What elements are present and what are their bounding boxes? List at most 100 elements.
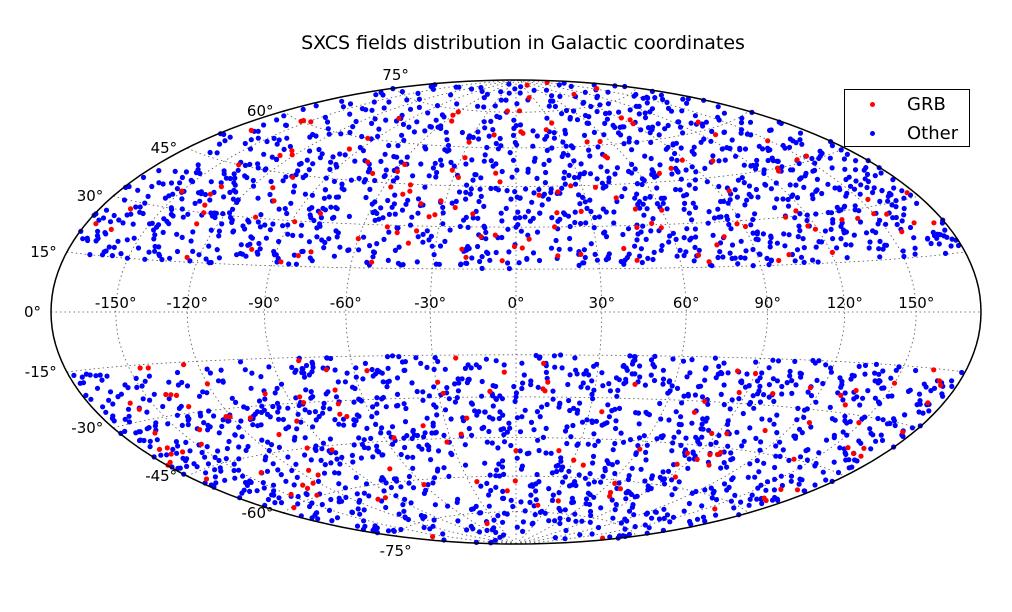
scatter-point-other	[248, 385, 254, 391]
scatter-point-other	[236, 467, 242, 473]
scatter-point-other	[772, 464, 778, 471]
scatter-point-other	[813, 399, 819, 405]
scatter-point-other	[838, 147, 844, 153]
scatter-point-grb	[365, 135, 371, 141]
scatter-point-other	[599, 370, 605, 376]
scatter-point-other	[571, 405, 577, 411]
scatter-point-other	[728, 226, 734, 232]
scatter-point-other	[742, 255, 748, 261]
scatter-point-other	[795, 405, 801, 411]
scatter-point-other	[752, 474, 758, 480]
scatter-point-other	[265, 439, 271, 445]
scatter-point-other	[462, 365, 468, 371]
scatter-point-other	[368, 435, 374, 441]
scatter-point-other	[374, 401, 380, 407]
scatter-point-grb	[568, 183, 574, 189]
scatter-point-other	[563, 143, 569, 149]
scatter-point-other	[580, 100, 586, 106]
scatter-point-other	[443, 129, 449, 135]
scatter-point-other	[470, 177, 476, 183]
scatter-point-other	[518, 84, 524, 90]
scatter-point-other	[465, 224, 471, 230]
scatter-point-other	[587, 171, 594, 177]
scatter-point-other	[585, 120, 592, 126]
scatter-point-other	[543, 169, 549, 176]
scatter-point-other	[354, 523, 361, 529]
scatter-point-other	[493, 185, 499, 191]
scatter-point-grb	[807, 385, 814, 391]
scatter-point-other	[216, 255, 222, 261]
scatter-point-other	[260, 480, 266, 486]
scatter-point-other	[332, 417, 338, 423]
scatter-point-grb	[394, 230, 400, 236]
scatter-point-other	[478, 510, 484, 516]
scatter-point-other	[285, 405, 291, 411]
scatter-point-grb	[707, 452, 713, 458]
scatter-point-other	[959, 369, 965, 376]
scatter-point-grb	[659, 207, 665, 213]
scatter-point-other	[758, 482, 764, 488]
scatter-point-other	[873, 361, 880, 367]
scatter-point-other	[330, 154, 336, 160]
scatter-point-other	[168, 211, 174, 217]
scatter-point-grb	[184, 254, 190, 260]
scatter-point-other	[686, 210, 693, 216]
scatter-point-other	[329, 518, 335, 524]
scatter-point-other	[196, 252, 202, 258]
scatter-point-other	[735, 177, 742, 183]
scatter-point-grb	[770, 391, 776, 397]
scatter-point-other	[669, 171, 675, 177]
scatter-point-other	[639, 181, 645, 188]
scatter-point-other	[521, 372, 527, 378]
scatter-point-grb	[444, 439, 450, 445]
scatter-point-other	[381, 488, 387, 494]
scatter-point-other	[674, 385, 681, 391]
scatter-point-other	[446, 396, 452, 402]
scatter-point-other	[434, 169, 440, 176]
scatter-point-other	[632, 166, 638, 172]
scatter-point-other	[766, 382, 773, 388]
scatter-point-other	[754, 378, 761, 384]
scatter-point-other	[907, 224, 914, 231]
scatter-point-grb	[426, 214, 432, 220]
scatter-point-other	[207, 370, 213, 376]
scatter-point-other	[276, 238, 282, 245]
scatter-point-grb	[310, 480, 316, 486]
scatter-point-other	[859, 416, 865, 422]
scatter-point-other	[360, 376, 366, 382]
scatter-point-other	[126, 413, 132, 419]
scatter-point-other	[625, 488, 631, 494]
scatter-point-other	[337, 244, 343, 250]
scatter-point-other	[506, 266, 512, 272]
scatter-point-other	[278, 500, 285, 506]
scatter-point-other	[786, 144, 793, 150]
scatter-point-other	[274, 117, 280, 123]
scatter-point-other	[289, 467, 295, 474]
scatter-point-other	[756, 251, 763, 257]
scatter-point-other	[469, 255, 475, 261]
scatter-point-other	[805, 389, 811, 395]
scatter-point-other	[285, 231, 291, 237]
scatter-point-other	[619, 193, 625, 200]
y-tick-label: 45°	[151, 139, 178, 157]
y-tick-label: -60°	[242, 504, 274, 522]
scatter-point-other	[444, 385, 450, 391]
scatter-point-other	[264, 468, 271, 474]
scatter-point-other	[657, 162, 663, 168]
scatter-point-other	[295, 411, 301, 417]
scatter-point-other	[557, 93, 563, 99]
scatter-point-other	[517, 122, 524, 128]
scatter-point-other	[503, 97, 509, 103]
scatter-point-grb	[726, 188, 732, 194]
parallel-line	[187, 147, 845, 187]
scatter-point-other	[562, 474, 569, 480]
scatter-point-other	[809, 155, 815, 162]
scatter-point-other	[174, 369, 181, 376]
scatter-point-other	[875, 221, 881, 227]
scatter-point-other	[616, 405, 623, 411]
scatter-point-other	[562, 536, 568, 542]
scatter-point-other	[199, 449, 205, 456]
scatter-point-other	[797, 130, 804, 136]
scatter-point-other	[646, 525, 652, 531]
scatter-point-other	[808, 424, 814, 430]
